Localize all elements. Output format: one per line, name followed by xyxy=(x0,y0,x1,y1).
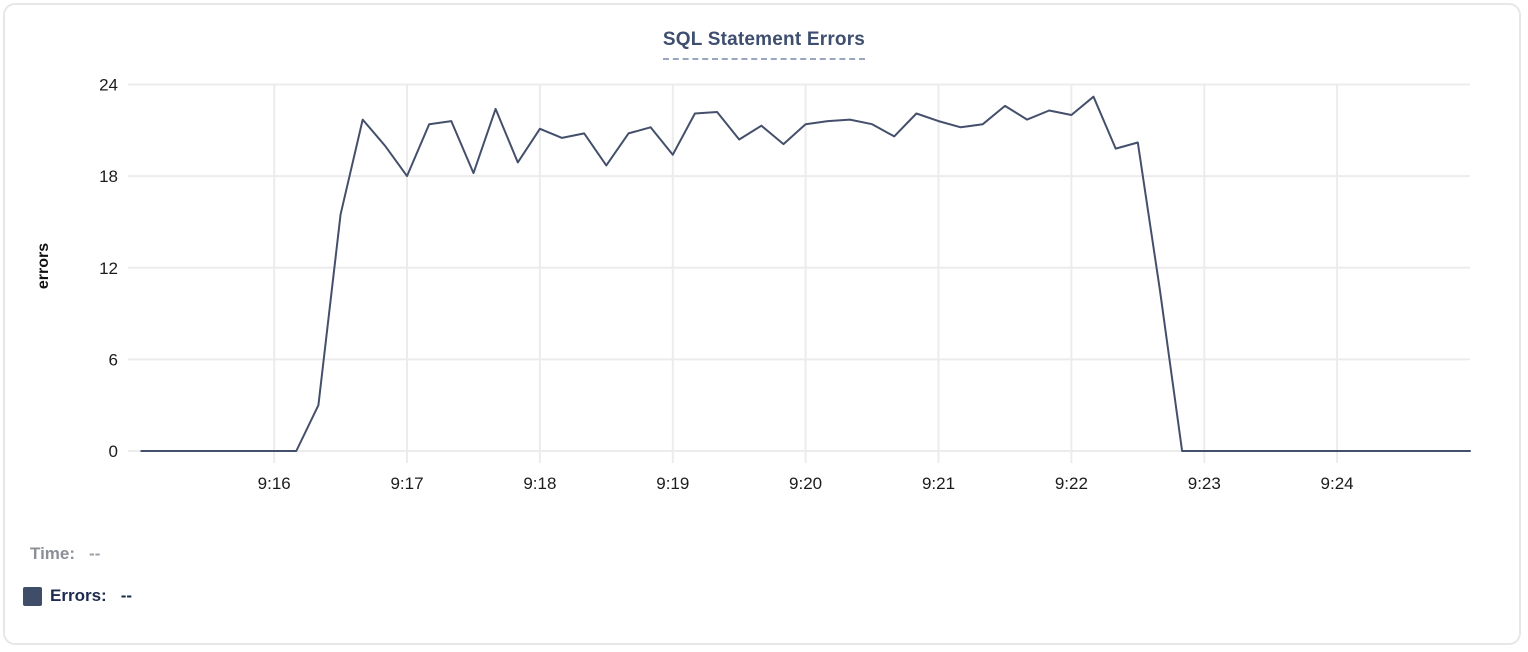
y-tick-label: 12 xyxy=(99,259,118,278)
chart-card xyxy=(3,3,1521,645)
chart-plot-area[interactable]: 0 6 12 18 24 9:16 9:17 9:18 9:19 9:20 9:21 9:22 9:23… xyxy=(0,0,1528,515)
y-tick-label: 0 xyxy=(109,442,118,461)
x-tick-label: 9:20 xyxy=(789,474,822,493)
x-tick-label: 9:22 xyxy=(1055,474,1088,493)
chart-header: SQL Statement Errors xyxy=(0,29,1528,60)
time-value: -- xyxy=(89,544,101,563)
errors-series-swatch xyxy=(23,586,42,606)
x-tick-label: 9:16 xyxy=(258,474,291,493)
time-label: Time: xyxy=(30,544,76,563)
errors-line[interactable] xyxy=(140,95,1471,452)
x-tick-label: 9:17 xyxy=(390,474,423,493)
y-tick-label: 6 xyxy=(109,350,118,369)
x-tick-label: 9:21 xyxy=(922,474,955,493)
x-tick-label: 9:18 xyxy=(523,474,556,493)
errors-value: -- xyxy=(120,586,133,605)
y-tick-label: 18 xyxy=(99,167,118,186)
x-tick-label: 9:19 xyxy=(656,474,689,493)
y-axis-label: errors xyxy=(35,243,52,289)
errors-label: Errors: xyxy=(50,586,107,605)
y-tick-label: 24 xyxy=(99,76,118,95)
x-tick-label: 9:23 xyxy=(1188,474,1221,493)
x-tick-label: 9:24 xyxy=(1321,474,1354,493)
legend-item-errors[interactable]: Errors: -- xyxy=(23,586,132,606)
readout-time: Time: -- xyxy=(30,544,100,564)
chart-title[interactable]: SQL Statement Errors xyxy=(662,29,866,60)
